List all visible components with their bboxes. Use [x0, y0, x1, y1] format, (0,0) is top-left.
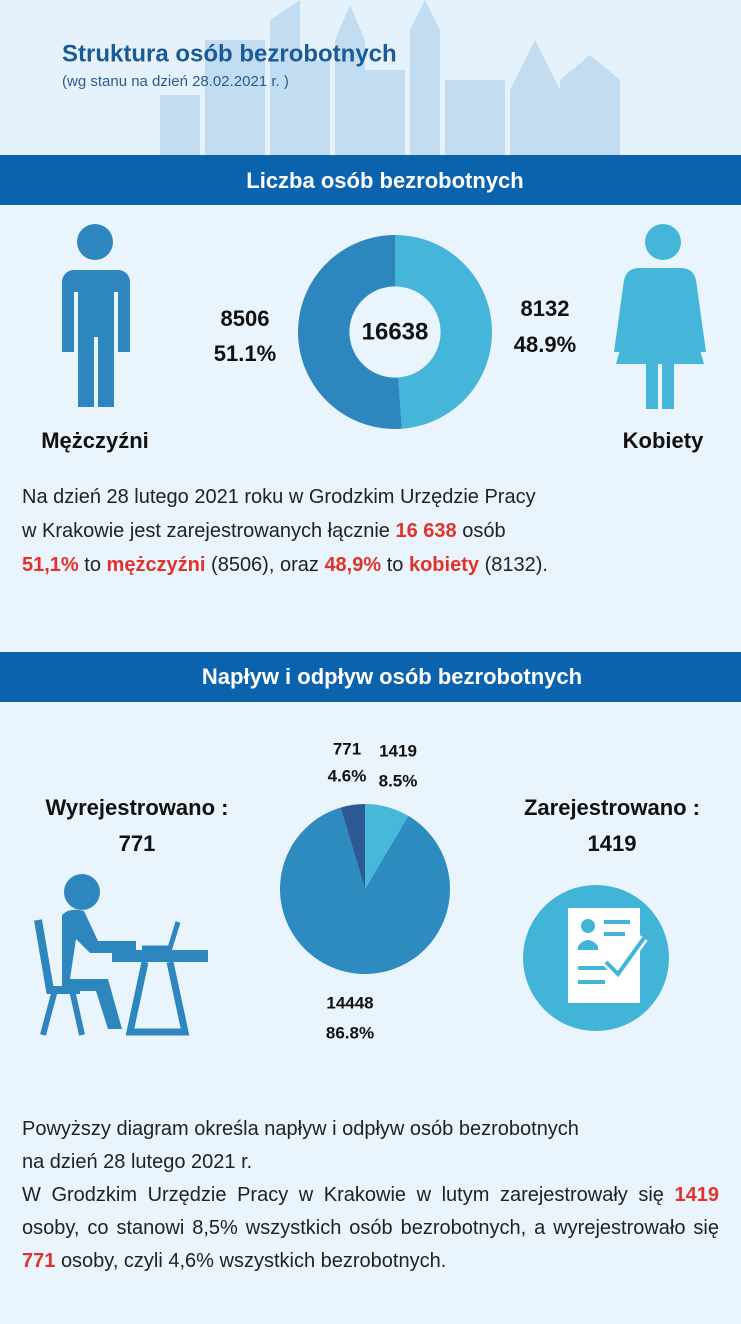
- text-line: 51,1% to mężczyźni (8506), oraz 48,9% to…: [22, 548, 719, 582]
- slice: [365, 804, 409, 889]
- percent-label: 51.1%: [214, 341, 276, 366]
- text: to: [386, 554, 404, 576]
- value-label: 8132: [521, 296, 570, 321]
- percent-label: 8.5%: [379, 771, 418, 790]
- section-title: Napływ i odpływ osób bezrobotnych: [202, 664, 582, 689]
- donut-chart: [298, 235, 492, 429]
- document-icon: [523, 885, 669, 1031]
- value-label: 8506: [221, 306, 270, 331]
- desk-icon: [34, 874, 208, 1036]
- text: osób: [462, 520, 506, 542]
- text: (8132).: [484, 554, 548, 576]
- section-title: Liczba osób bezrobotnych: [246, 168, 523, 193]
- percent-label: 48.9%: [514, 332, 576, 357]
- value-label: 1419: [379, 741, 417, 760]
- highlight: kobiety: [408, 554, 479, 576]
- text: W Grodzkim Urzędzie Pracy w Krakowie w l…: [22, 1184, 664, 1206]
- text-line: Na dzień 28 lutego 2021 roku w Grodzkim …: [22, 486, 536, 508]
- highlight: mężczyźni: [106, 554, 206, 576]
- highlight: 51,1%: [22, 554, 79, 576]
- slice: [340, 804, 365, 889]
- text: (8506), oraz: [211, 554, 319, 576]
- highlight: 771: [22, 1250, 56, 1272]
- text-line: w Krakowie jest zarejestrowanych łącznie…: [22, 514, 719, 548]
- title: Struktura osób bezrobotnych: [62, 40, 397, 67]
- text: to: [84, 554, 101, 576]
- side-label: Wyrejestrowano :: [46, 795, 229, 820]
- banner: [0, 652, 741, 702]
- slice: [279, 807, 450, 974]
- slice-name: Kobiety: [623, 428, 704, 453]
- total-label: 16638: [362, 318, 429, 345]
- highlight: 48,9%: [324, 554, 382, 576]
- text-block: W Grodzkim Urzędzie Pracy w Krakowie w l…: [22, 1179, 719, 1278]
- highlight: 16 638: [395, 520, 457, 542]
- slice: [395, 235, 492, 429]
- text: osoby, co stanowi 8,5% wszystkich osób b…: [22, 1217, 719, 1239]
- skyline: [160, 0, 620, 155]
- slice-name: Mężczyźni: [41, 428, 149, 453]
- paragraph: Powyższy diagram określa napływ i odpływ…: [22, 1113, 719, 1278]
- paragraph: Na dzień 28 lutego 2021 roku w Grodzkim …: [22, 480, 719, 582]
- value-label: 14448: [326, 993, 373, 1012]
- side-value: 771: [119, 831, 156, 856]
- text-line: Powyższy diagram określa napływ i odpływ…: [22, 1118, 579, 1140]
- highlight: 1419: [674, 1184, 720, 1206]
- slice: [298, 235, 402, 429]
- man-icon: [62, 224, 130, 407]
- value-label: 771: [333, 739, 361, 758]
- side-label: Zarejestrowano :: [524, 795, 700, 820]
- percent-label: 86.8%: [326, 1023, 374, 1042]
- percent-label: 4.6%: [328, 766, 367, 785]
- woman-icon: [614, 224, 706, 409]
- pie-chart: [279, 804, 450, 974]
- text-line: na dzień 28 lutego 2021 r.: [22, 1151, 253, 1173]
- banner: [0, 155, 741, 205]
- text: osoby, czyli 4,6% wszystkich bezrobotnyc…: [60, 1250, 447, 1272]
- text: w Krakowie jest zarejestrowanych łącznie: [22, 520, 390, 542]
- subtitle: (wg stanu na dzień 28.02.2021 r. ): [62, 73, 289, 90]
- side-value: 1419: [588, 831, 637, 856]
